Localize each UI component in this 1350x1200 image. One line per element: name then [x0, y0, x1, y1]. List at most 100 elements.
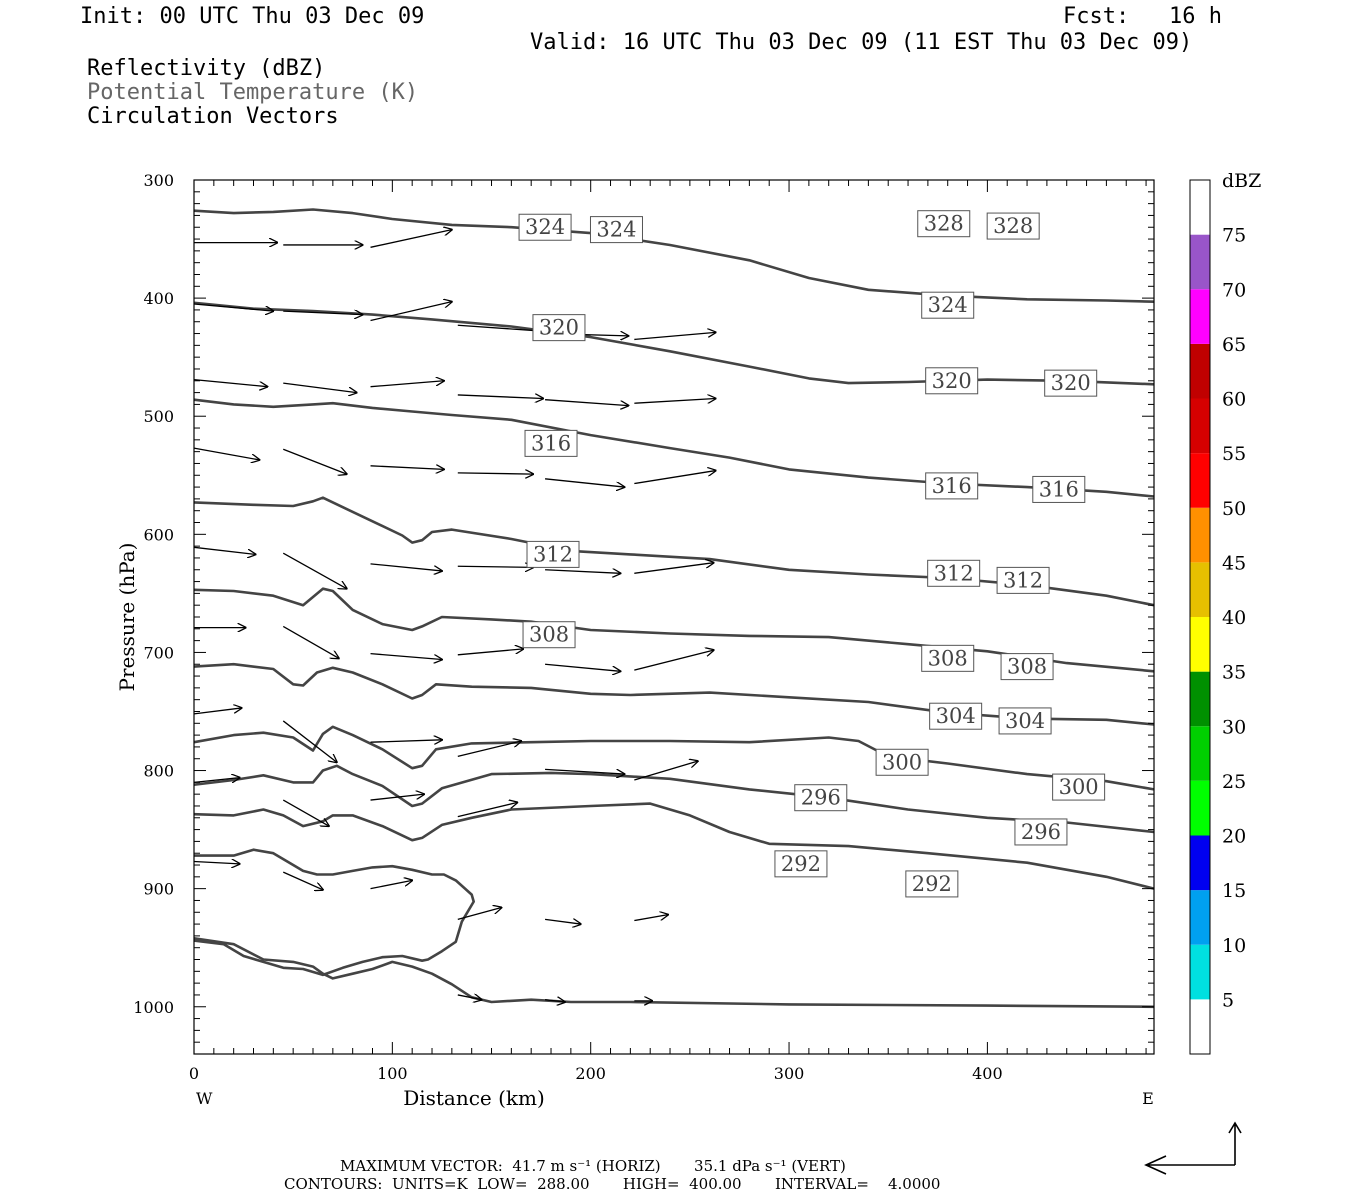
vector-arrow [370, 230, 452, 248]
color-bar-label: 5 [1222, 989, 1234, 1011]
contour-320 [193, 301, 1155, 386]
contour-label-box [1044, 369, 1098, 397]
contour-label: 292 [781, 852, 821, 876]
theta-contours [193, 208, 1155, 1009]
y-tick-label: 400 [143, 289, 174, 308]
color-bar-segment [1190, 999, 1210, 1054]
contour-label-box [921, 291, 975, 319]
contour-label-box [925, 367, 979, 395]
contour-label: 300 [882, 750, 922, 774]
contour-label: 316 [932, 474, 972, 498]
contour-308 [193, 587, 1155, 673]
vector-arrow [634, 471, 715, 485]
vector-arrow [545, 478, 624, 487]
contour-label-box [526, 540, 580, 568]
contour-label-box [921, 644, 975, 672]
contour-label: 296 [801, 786, 841, 810]
vector-arrow [193, 303, 273, 311]
color-bar-label: 60 [1222, 389, 1246, 411]
contour-label: 312 [1003, 568, 1043, 592]
vector-arrow [193, 708, 242, 715]
vector-arrow [457, 741, 521, 757]
contour-surface [193, 937, 1155, 1009]
contour-label: 304 [1005, 709, 1045, 733]
color-bar-segment [1190, 726, 1210, 781]
color-bar-label: 75 [1222, 225, 1246, 247]
color-bar-units: dBZ [1222, 170, 1261, 192]
forecast-hour: Fcst: 16 h [1063, 4, 1222, 29]
valid-time: Valid: 16 UTC Thu 03 Dec 09 (11 EST Thu … [530, 30, 1193, 55]
color-bar-segment [1190, 234, 1210, 290]
contour-label: 308 [928, 646, 968, 670]
x-tick-label: 400 [972, 1064, 1003, 1083]
vector-arrow [457, 649, 523, 656]
contour-label-box [794, 784, 848, 812]
y-tick-label: 800 [143, 762, 174, 781]
field-vectors: Circulation Vectors [87, 104, 339, 129]
vector-arrow [282, 799, 329, 826]
contour-label: 296 [1021, 820, 1061, 844]
contour-label-box [518, 213, 572, 241]
contour-label-box [927, 559, 981, 587]
contour-312 [193, 496, 1155, 607]
contour-316 [193, 398, 1155, 498]
contour-label: 320 [932, 369, 972, 393]
contour-label-box [929, 702, 983, 730]
vector-arrow [283, 382, 356, 392]
contour-label-box [998, 707, 1052, 735]
vector-arrow [193, 778, 240, 783]
contour-label-box [522, 621, 576, 649]
vector-arrow [544, 1000, 565, 1002]
contour-label-box [875, 748, 929, 776]
vector-arrow [545, 399, 628, 406]
contour-label: 324 [596, 218, 636, 242]
color-bar-label: 20 [1222, 826, 1246, 848]
vector-arrow [370, 563, 442, 571]
y-tick-label: 600 [143, 525, 174, 544]
vector-arrow [193, 378, 267, 387]
contour-label-box [524, 429, 578, 457]
color-bar: 5 10 15 20 25 30 35 40 45 50 55 60 65 70 75 dBZ [1189, 170, 1261, 1055]
color-bar-label: 40 [1222, 607, 1246, 629]
contour-label: 300 [1059, 775, 1099, 799]
circulation-vectors [193, 230, 716, 1002]
vector-arrow [544, 919, 581, 924]
contour-info: CONTOURS: UNITS=K LOW= 288.00 HIGH= 400.… [284, 1175, 941, 1193]
vector-arrow [193, 447, 259, 460]
color-bar-segment [1190, 453, 1210, 508]
color-bar-segment [1190, 289, 1210, 344]
color-bar-label: 30 [1222, 716, 1246, 738]
color-bar-segment [1190, 343, 1210, 399]
vector-arrow [634, 332, 715, 341]
color-bar-segment [1190, 617, 1210, 672]
contour-label: 324 [928, 293, 968, 317]
vector-arrow [370, 652, 442, 660]
vector-arrow [634, 915, 668, 922]
contour-label: 316 [531, 431, 571, 455]
vector-arrow [193, 546, 255, 554]
color-bar-label: 10 [1222, 935, 1246, 957]
vector-arrow [370, 302, 452, 322]
contour-label-box [774, 850, 828, 878]
y-axis-label: Pressure (hPa) [115, 543, 139, 692]
color-bar-label: 35 [1222, 662, 1246, 684]
vector-arrow [283, 448, 346, 474]
vector-arrow [457, 473, 533, 474]
color-bar-segment [1190, 671, 1210, 727]
color-bar-segment [1190, 180, 1210, 235]
contour-label-box [996, 566, 1050, 594]
contour-label: 308 [1007, 655, 1047, 679]
reference-vector-icon [1144, 1121, 1242, 1175]
vector-arrow [545, 663, 620, 671]
color-bar-segment [1190, 562, 1210, 617]
contour-label-box [917, 210, 971, 238]
contour-label-box [589, 216, 643, 244]
contour-label: 328 [993, 214, 1033, 238]
vector-arrow [193, 861, 240, 863]
y-tick-label: 300 [143, 171, 174, 190]
color-bar-frame [1189, 179, 1211, 1055]
contour-label-box [986, 212, 1040, 240]
contour-296 [193, 764, 1155, 834]
color-bar-label: 65 [1222, 334, 1246, 356]
